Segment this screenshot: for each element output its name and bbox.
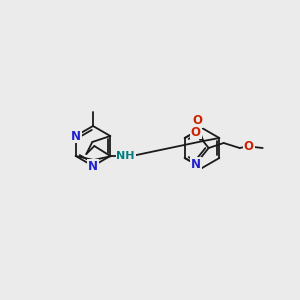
- Text: NH: NH: [116, 151, 135, 161]
- Text: O: O: [191, 125, 201, 139]
- Text: O: O: [244, 140, 254, 154]
- Text: N: N: [191, 158, 201, 170]
- Text: O: O: [192, 115, 202, 128]
- Text: N: N: [88, 160, 98, 172]
- Text: N: N: [71, 130, 81, 142]
